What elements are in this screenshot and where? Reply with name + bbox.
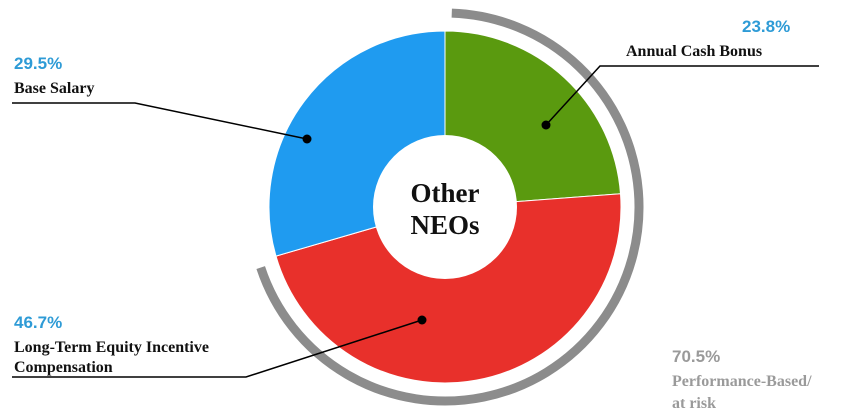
leader-line-base-salary [12,102,308,140]
leader-line-long-term-equity [12,319,423,378]
slice-long-term-equity [275,193,622,384]
long-term-equity-value: 46.7% [14,313,62,332]
leader-line-annual-cash-bonus [545,65,819,126]
bracket-layer [256,8,644,406]
performance-based-label-line-2: at risk [672,395,716,412]
performance-based-label-line-1: Performance-Based/ [672,373,812,390]
donut-hole [373,135,517,279]
annual-cash-bonus-label: Annual Cash Bonus [626,43,762,60]
performance-based-value: 70.5% [672,347,720,366]
performance-based-bracket [256,8,644,406]
annual-cash-bonus-value: 23.8% [742,17,790,36]
leader-dot-long-term-equity [417,315,427,325]
center-label-line-1: Other [411,178,480,208]
center-label-line-2: NEOs [410,210,479,240]
long-term-equity-label-line-1: Long-Term Equity Incentive [14,339,209,356]
leader-dot-base-salary [302,134,312,144]
leader-lines [12,65,819,378]
base-salary-label: Base Salary [14,80,94,97]
slice-layer [268,30,622,384]
leader-dot-annual-cash-bonus [541,120,551,130]
long-term-equity-label-line-2: Compensation [14,359,113,376]
base-salary-value: 29.5% [14,54,62,73]
